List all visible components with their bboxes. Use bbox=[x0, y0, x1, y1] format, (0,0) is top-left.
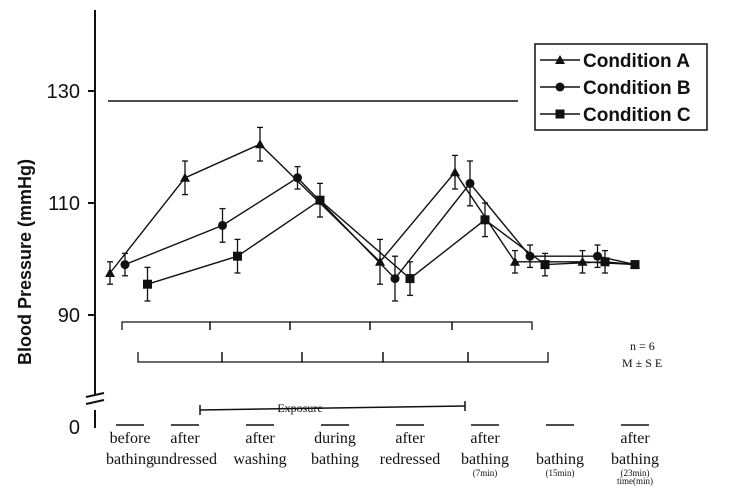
data-point-triangle bbox=[105, 268, 115, 277]
data-point-square bbox=[143, 279, 152, 289]
data-point-circle bbox=[293, 173, 302, 183]
data-point-circle bbox=[465, 178, 475, 188]
x-tick-sublabel: (15min) bbox=[546, 468, 575, 478]
annotation-mse: M ± S E bbox=[622, 356, 662, 370]
exposure-label: Exposure bbox=[277, 401, 322, 415]
data-point-circle bbox=[218, 220, 227, 230]
data-point-triangle bbox=[510, 256, 520, 266]
data-point-circle bbox=[390, 274, 400, 284]
legend-label: Condition A bbox=[583, 51, 690, 72]
significance-bracket bbox=[369, 321, 453, 330]
x-tick-label: undressed bbox=[153, 451, 217, 468]
significance-bracket bbox=[289, 321, 371, 330]
significance-bracket bbox=[301, 352, 384, 363]
x-tick-label: during bbox=[314, 430, 356, 447]
data-point-circle bbox=[525, 251, 535, 261]
data-point-square bbox=[540, 260, 550, 270]
data-point-circle bbox=[593, 251, 602, 261]
x-tick-label: bathing bbox=[311, 451, 359, 468]
significance-bracket bbox=[467, 352, 549, 363]
x-tick-sublabel: (23min) bbox=[621, 468, 650, 478]
x-tick-label: bathing bbox=[106, 451, 154, 468]
data-point-triangle bbox=[255, 139, 265, 149]
data-point-triangle bbox=[375, 256, 385, 266]
x-tick-label: after bbox=[170, 430, 200, 447]
data-point-square bbox=[480, 215, 490, 225]
x-tick-label: redressed bbox=[380, 451, 440, 468]
legend-label: Condition C bbox=[583, 105, 691, 126]
data-point-triangle bbox=[450, 167, 460, 177]
y-tick-label: 0 bbox=[69, 417, 80, 439]
data-point-square bbox=[630, 260, 640, 270]
x-tick-label: after bbox=[245, 430, 275, 447]
data-point-square bbox=[315, 195, 325, 205]
data-point-triangle bbox=[180, 172, 190, 182]
significance-bracket bbox=[209, 321, 291, 330]
data-point-circle bbox=[120, 260, 130, 270]
significance-bracket bbox=[382, 352, 469, 363]
significance-bracket bbox=[121, 321, 211, 330]
series-line bbox=[147, 199, 636, 285]
significance-bracket bbox=[137, 352, 223, 363]
legend-label: Condition B bbox=[583, 78, 691, 99]
data-point-square bbox=[555, 109, 565, 119]
x-tick-label: after bbox=[620, 430, 650, 447]
data-point-square bbox=[233, 251, 242, 261]
data-point-circle bbox=[555, 82, 565, 92]
y-axis-label: Blood Pressure (mmHg) bbox=[15, 159, 35, 365]
x-axis-footer: time(min) bbox=[617, 476, 653, 486]
data-point-triangle bbox=[555, 55, 565, 64]
y-tick-label: 110 bbox=[48, 193, 80, 215]
significance-bracket bbox=[221, 352, 303, 363]
x-tick-label: before bbox=[110, 430, 151, 447]
series-line bbox=[124, 176, 636, 280]
data-point-square bbox=[600, 257, 610, 267]
series-line bbox=[109, 143, 636, 274]
x-tick-label: washing bbox=[233, 451, 286, 468]
y-axis-break bbox=[85, 392, 105, 405]
x-tick-label: bathing bbox=[461, 451, 509, 468]
y-tick-label: 130 bbox=[47, 81, 80, 103]
annotation-n: n = 6 bbox=[630, 339, 655, 353]
y-tick-label: 90 bbox=[58, 305, 80, 327]
x-tick-label: after bbox=[395, 430, 425, 447]
exposure-line bbox=[199, 405, 466, 411]
significance-bracket bbox=[451, 321, 533, 330]
x-tick-sublabel: (7min) bbox=[473, 468, 498, 478]
x-tick-label: bathing bbox=[536, 451, 584, 468]
data-point-square bbox=[405, 274, 415, 284]
x-tick-label: bathing bbox=[611, 451, 659, 468]
x-tick-label: after bbox=[470, 430, 500, 447]
